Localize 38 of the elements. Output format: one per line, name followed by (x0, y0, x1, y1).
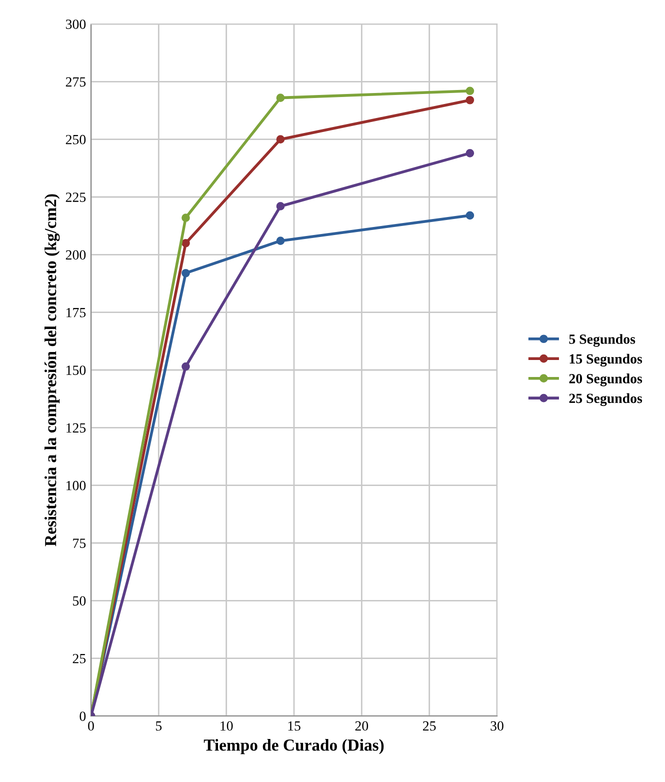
x-tick-label: 15 (288, 721, 300, 731)
y-tick-label: 250 (66, 134, 86, 144)
y-tick-label: 75 (73, 538, 86, 548)
y-tick-label: 175 (66, 308, 86, 318)
y-tick-label: 50 (73, 596, 86, 606)
y-tick-label: 275 (66, 77, 86, 87)
y-tick-label: 25 (72, 654, 86, 664)
x-tick-label: 30 (490, 721, 504, 731)
point (276, 94, 285, 102)
legend-label: 20 Segundos (569, 374, 642, 386)
point (466, 96, 474, 104)
x-tick-label: 5 (156, 721, 162, 731)
point (182, 268, 190, 278)
point (276, 135, 285, 144)
x-axis-title: Tiempo de Curado (Dias) (204, 739, 384, 754)
y-tick-label: 300 (66, 20, 86, 29)
point (182, 214, 190, 222)
point (466, 149, 474, 158)
x-tick-label: 25 (423, 721, 436, 731)
y-tick-label: 100 (66, 480, 86, 490)
point (466, 211, 474, 220)
y-axis-title: Resistencia a la compresión del concreto (kg/cm2) (44, 194, 60, 546)
y-tick-label: 225 (66, 192, 86, 202)
point (182, 362, 190, 371)
y-tick-label: 200 (66, 250, 86, 260)
x-tick-label: 10 (220, 721, 233, 731)
point (276, 202, 285, 210)
point (276, 236, 285, 245)
legend-label: 15 Segundos (570, 354, 642, 367)
legend-label: 5 Segundos (569, 334, 636, 347)
x-tick-label: 0 (88, 721, 94, 731)
point (182, 238, 190, 248)
y-tick-label: 150 (66, 366, 86, 375)
point (466, 86, 474, 96)
x-tick-label: 20 (355, 721, 368, 731)
y-tick-label: 0 (80, 712, 86, 721)
y-tick-label: 125 (66, 423, 86, 433)
legend-label: 25 Segundos (569, 393, 642, 406)
